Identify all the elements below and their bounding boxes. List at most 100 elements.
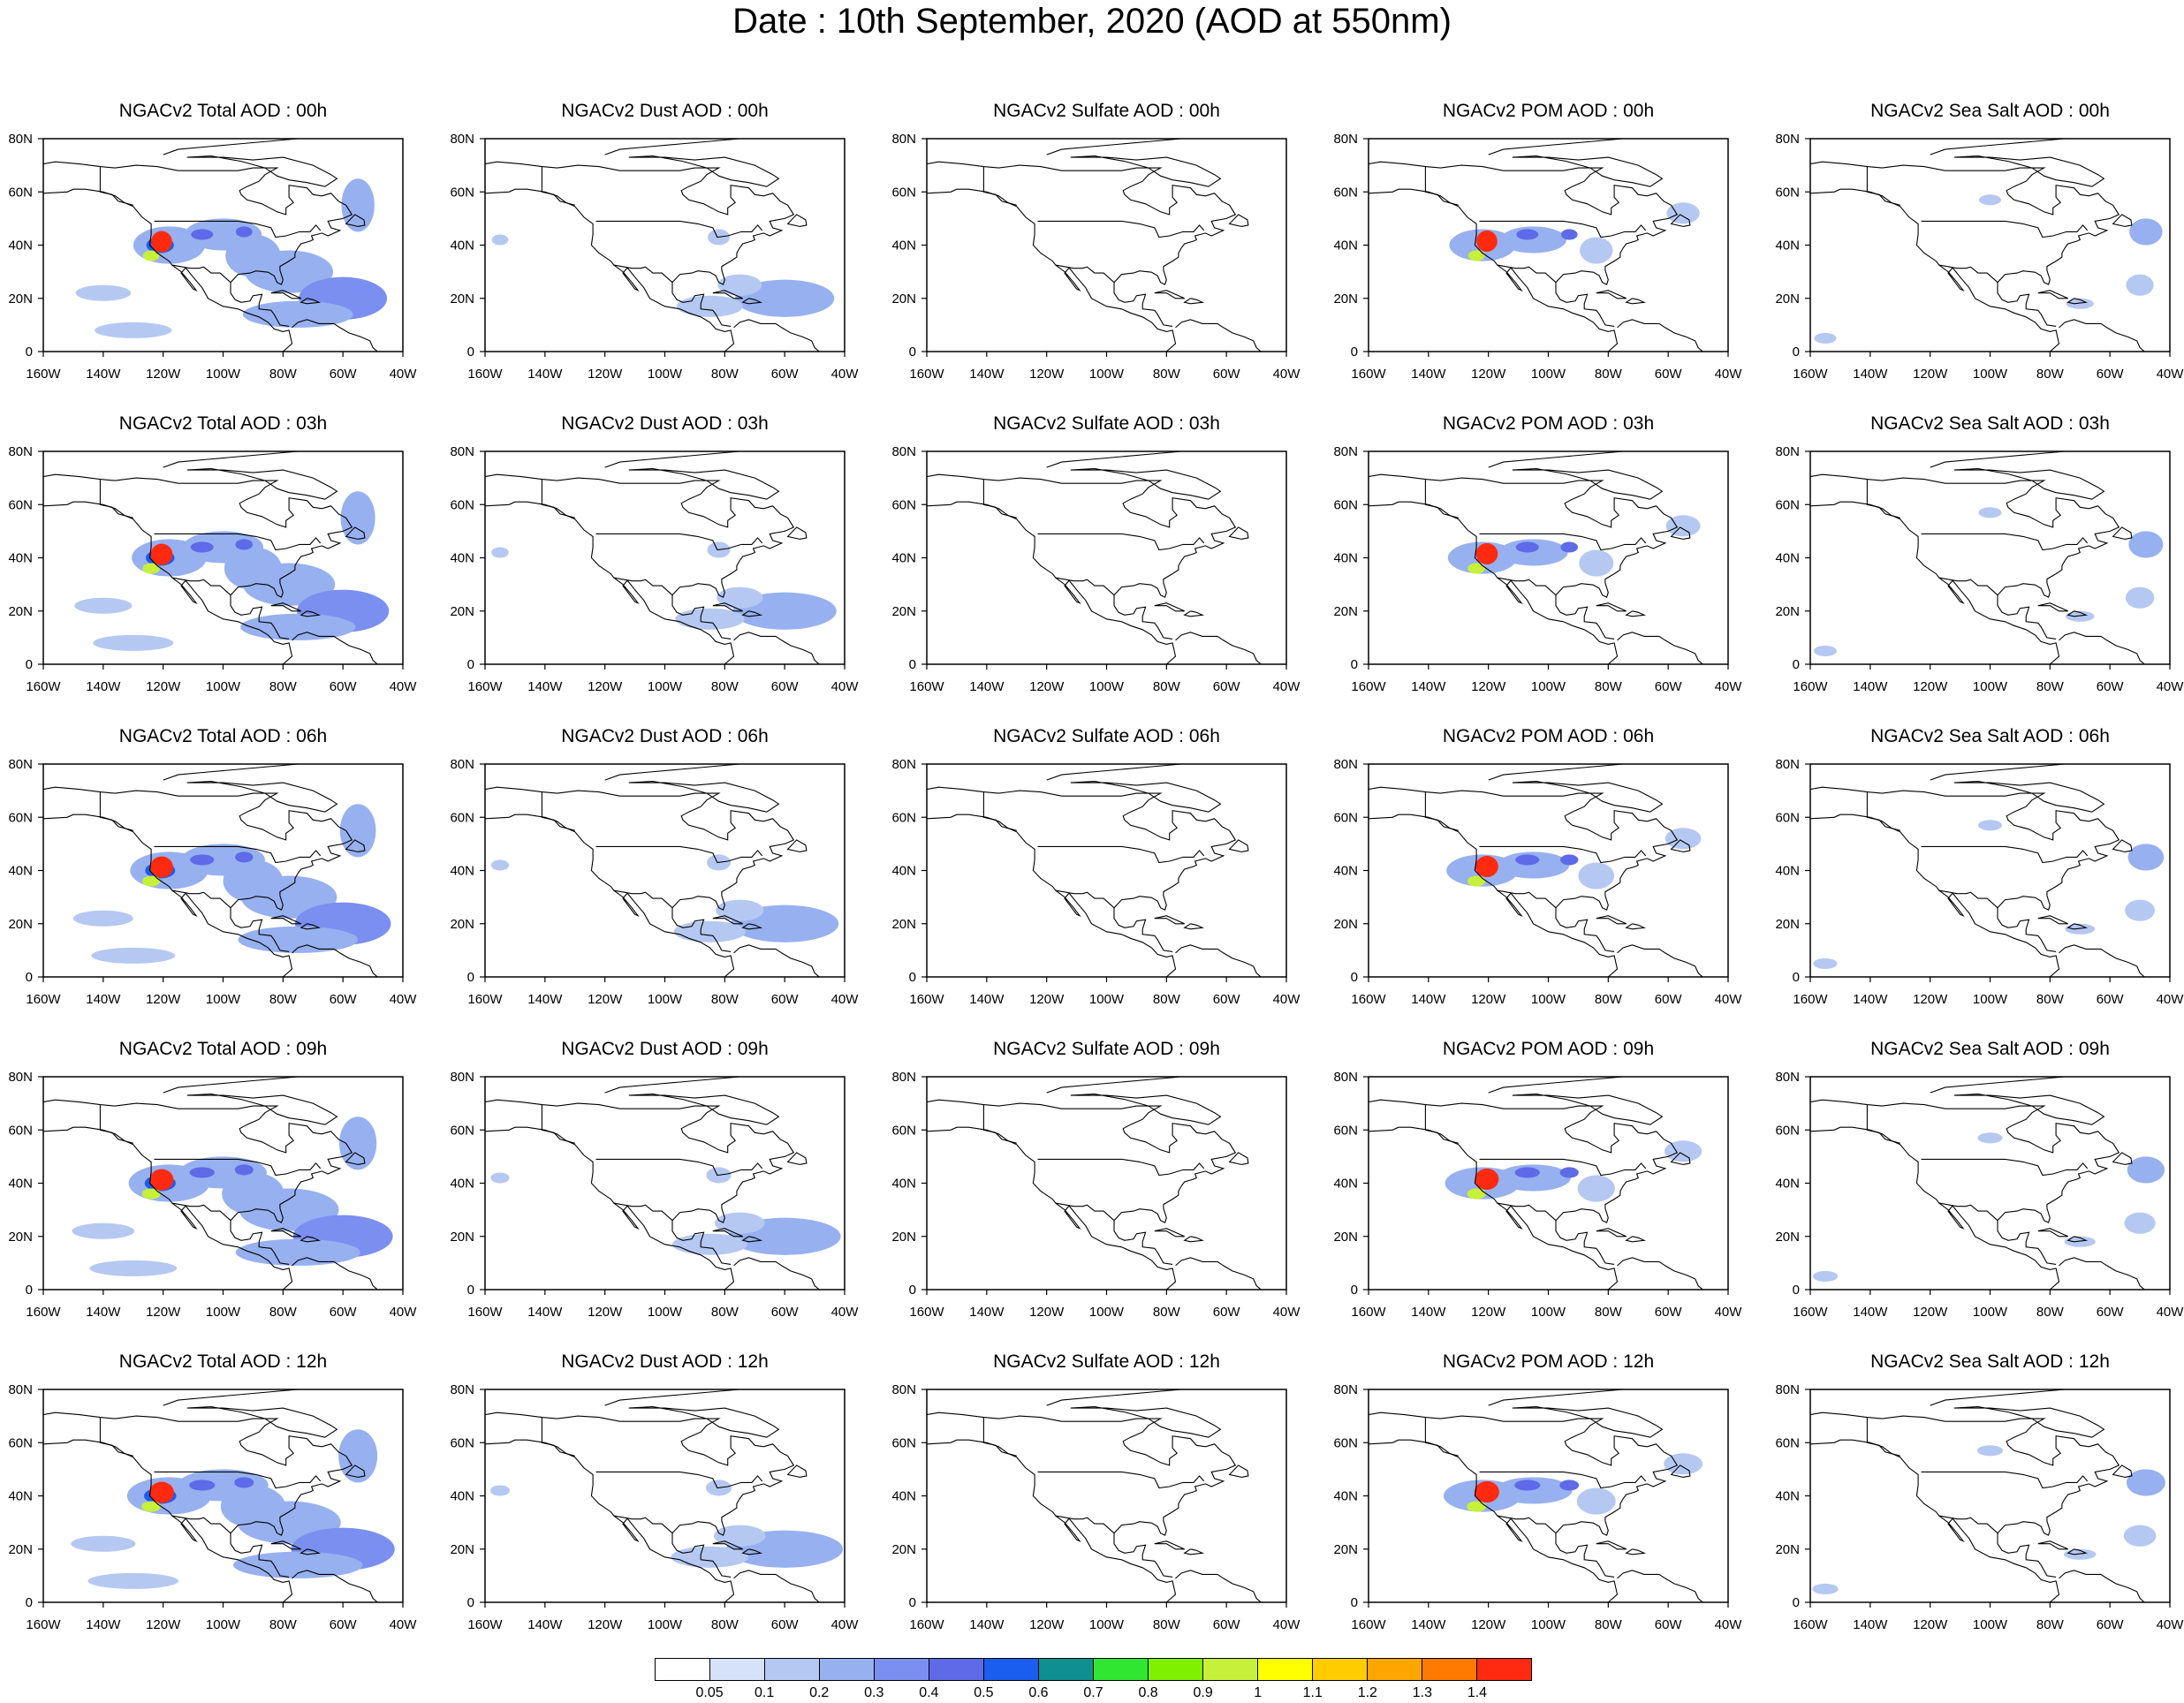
lat-tick-label: 40N (1775, 238, 1800, 254)
colorbar-swatch (820, 1659, 875, 1680)
aod-patch (1560, 854, 1579, 866)
lat-tick-label: 20N (450, 291, 474, 307)
lat-tick-label: 80N (8, 1382, 33, 1397)
lat-tick-label: 40N (450, 238, 474, 254)
aod-patch (150, 543, 173, 565)
lon-tick-label: 140W (1853, 679, 1888, 694)
lon-tick-label: 60W (1213, 367, 1241, 382)
lon-tick-label: 40W (831, 367, 860, 382)
lon-tick-label: 60W (771, 1617, 800, 1632)
lon-tick-label: 100W (206, 367, 241, 382)
lon-tick-label: 120W (1471, 679, 1506, 694)
aod-patch (75, 284, 132, 301)
aod-patch (1812, 1583, 1839, 1594)
aod-patch (490, 1172, 510, 1184)
lon-tick-label: 100W (648, 992, 683, 1007)
lat-tick-label: 60N (1333, 810, 1358, 825)
lat-tick-label: 40N (8, 1177, 33, 1192)
map-plot: 160W 140W 120W 100W 80W 60W 40W 80N 60N 40N 20N 0 (450, 444, 859, 694)
lat-tick-label: 60N (1333, 497, 1358, 512)
coastlines (927, 764, 1263, 977)
lat-tick-label: 40N (891, 1177, 916, 1192)
lon-tick-label: 160W (467, 679, 503, 694)
coastlines (1369, 139, 1704, 352)
lat-tick-label: 0 (26, 657, 33, 672)
lat-tick-label: 20N (891, 1230, 916, 1245)
lon-tick-label: 140W (527, 1617, 563, 1632)
panel-title: NGACv2 Sulfate AOD : 12h (993, 1351, 1220, 1372)
aod-patch (1514, 1167, 1540, 1178)
map-panel-sulfate-00h: NGACv2 Sulfate AOD : 00h 160W 140W 120W 100W… (891, 101, 1301, 382)
lat-tick-label: 40N (450, 1489, 474, 1504)
lat-tick-label: 60N (450, 185, 474, 200)
lon-tick-label: 120W (1029, 1305, 1065, 1320)
map-plot: 160W 140W 120W 100W 80W 60W 40W 80N 60N 40N 20N 0 (891, 132, 1301, 382)
aod-patch (1467, 1188, 1486, 1200)
lat-tick-label: 80N (450, 1070, 474, 1085)
aod-patch (1467, 875, 1486, 887)
lat-tick-label: 40N (1333, 1177, 1358, 1192)
colorbar-label: 1 (1254, 1685, 1263, 1700)
lat-tick-label: 40N (8, 238, 33, 254)
aod-patch (2065, 923, 2096, 935)
lon-tick-label: 120W (1913, 1305, 1948, 1320)
lat-tick-label: 0 (467, 1283, 474, 1298)
aod-patch (338, 1429, 378, 1483)
aod-patch (190, 854, 215, 866)
lat-tick-label: 60N (8, 497, 33, 512)
aod-patch (1475, 1480, 1499, 1503)
lat-tick-label: 60N (450, 497, 474, 512)
colorbar-swatch (656, 1659, 710, 1680)
aod-field (72, 1116, 393, 1276)
panel-title: NGACv2 Dust AOD : 12h (561, 1351, 769, 1372)
lat-tick-label: 80N (1333, 1382, 1358, 1397)
aod-patch (1560, 541, 1579, 553)
aod-patch (2123, 1525, 2157, 1547)
lat-tick-label: 0 (26, 1595, 33, 1610)
lon-tick-label: 80W (2036, 1617, 2065, 1632)
map-panel-sulfate-06h: NGACv2 Sulfate AOD : 06h 160W 140W 120W 100W… (891, 726, 1301, 1007)
panel-title: NGACv2 Total AOD : 03h (118, 413, 328, 434)
lon-tick-label: 100W (206, 679, 241, 694)
map-plot: 160W 140W 120W 100W 80W 60W 40W 80N 60N 40N 20N 0 (450, 132, 859, 382)
aod-patch (1515, 854, 1540, 866)
aod-patch (71, 1535, 136, 1552)
lon-tick-label: 140W (527, 367, 563, 382)
lon-tick-label: 120W (1913, 1617, 1948, 1632)
aod-field (1814, 194, 2163, 344)
panel-title: NGACv2 Dust AOD : 00h (561, 101, 769, 121)
panel-title: NGACv2 Sea Salt AOD : 00h (1870, 101, 2110, 121)
lon-tick-label: 120W (588, 1617, 623, 1632)
aod-field (1813, 507, 2164, 656)
lat-tick-label: 20N (1333, 604, 1358, 619)
lat-tick-label: 80N (8, 757, 33, 772)
lat-tick-label: 0 (909, 657, 916, 672)
lon-tick-label: 120W (1471, 367, 1506, 382)
lon-tick-label: 100W (1973, 1617, 2008, 1632)
lon-tick-label: 160W (467, 992, 503, 1007)
aod-patch (1813, 957, 1838, 969)
colorbar-swatch (765, 1659, 820, 1680)
lat-tick-label: 0 (1793, 1595, 1800, 1610)
lon-tick-label: 160W (1351, 1305, 1386, 1320)
lon-tick-label: 120W (1913, 679, 1948, 694)
lon-tick-label: 80W (1153, 1305, 1181, 1320)
lat-tick-label: 20N (450, 604, 474, 619)
aod-patch (338, 1116, 377, 1170)
aod-patch (340, 491, 375, 545)
lon-tick-label: 80W (711, 1617, 739, 1632)
aod-patch (1467, 1501, 1487, 1512)
lat-tick-label: 60N (1775, 1435, 1800, 1450)
aod-patch (2129, 218, 2163, 246)
lat-tick-label: 40N (1333, 1489, 1358, 1504)
aod-patch (2125, 899, 2156, 921)
colorbar-swatch (1258, 1659, 1313, 1680)
colorbar-swatch (1039, 1659, 1094, 1680)
lat-tick-label: 20N (450, 1542, 474, 1557)
lon-tick-label: 80W (1595, 992, 1623, 1007)
colorbar-label: 1.1 (1302, 1685, 1323, 1700)
lat-tick-label: 80N (891, 444, 916, 459)
lon-tick-label: 160W (909, 1305, 944, 1320)
lat-tick-label: 20N (1333, 291, 1358, 307)
lon-tick-label: 100W (206, 992, 241, 1007)
